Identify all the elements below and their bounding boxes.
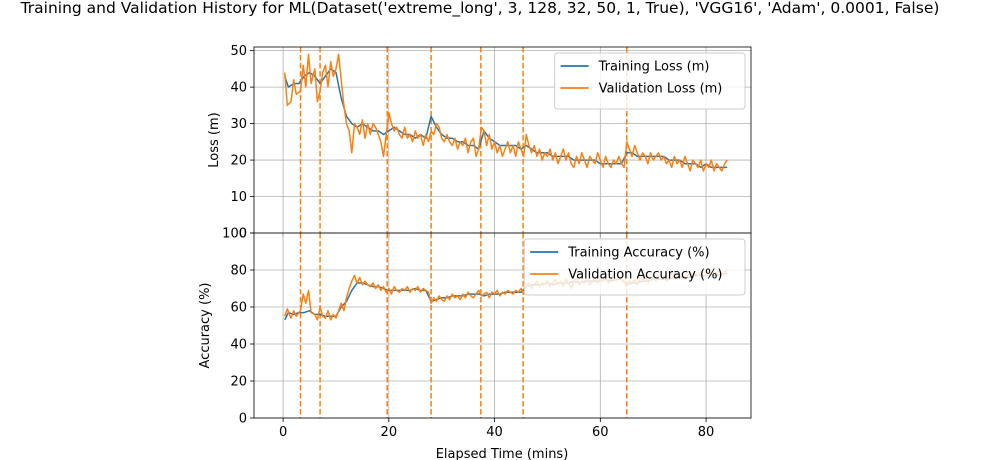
y-axis-label: Accuracy (%) [198,283,213,369]
legend-label: Validation Accuracy (%) [568,268,722,283]
y-tick-label: 10 [230,190,247,205]
x-tick-label: 80 [698,425,715,440]
subplot-panels: 0 10 20 30 40 50 Loss (m) Training Loss (m) Vali… [198,44,752,440]
legend-box [523,238,746,296]
y-tick-label: 60 [230,301,247,316]
x-tick-label: 60 [592,425,609,440]
y-tick-label: 20 [230,154,247,169]
legend-label: Training Accuracy (%) [567,246,709,261]
legend: Training Loss (m) Validation Loss (m) [554,52,746,110]
legend-label: Validation Loss (m) [599,82,723,97]
subplot-loss: 0 10 20 30 40 50 Loss (m) Training Loss (m) Vali… [207,44,752,242]
legend: Training Accuracy (%) Validation Accuracy… [523,238,746,296]
y-tick-label: 0 [239,227,247,242]
y-tick-label: 20 [230,375,247,390]
y-tick-label: 40 [230,338,247,353]
y-tick-label: 40 [230,81,247,96]
y-tick-label: 0 [239,412,247,427]
y-tick-label: 50 [230,44,247,59]
y-tick-label: 30 [230,117,247,132]
series-line [283,53,728,172]
legend-box [554,52,746,110]
x-tick-label: 0 [279,425,287,440]
chart-title: Training and Validation History for ML(D… [20,0,940,18]
x-axis-label: Elapsed Time (mins) [436,447,569,460]
y-tick-label: 100 [222,227,247,242]
y-tick-label: 80 [230,264,247,279]
subplot-accuracy: 0 20 40 60 80 100 Accuracy (%) 0 20 40 60 80 Trainin… [198,227,752,440]
y-axis-label: Loss (m) [207,112,222,167]
legend-label: Training Loss (m) [598,60,710,75]
x-tick-label: 40 [486,425,503,440]
x-tick-label: 20 [381,425,398,440]
axes-frame [253,232,752,419]
